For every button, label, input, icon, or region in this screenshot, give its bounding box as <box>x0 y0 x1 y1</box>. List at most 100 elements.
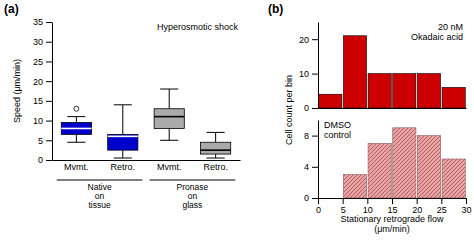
whisker <box>122 150 123 158</box>
tick: 25 <box>437 198 447 215</box>
chart: 0 5 10 15 20 25 30 35 Mvmt. Retro. Mvmt. Retro. Nati… <box>0 0 474 249</box>
tick: 30 <box>461 198 471 215</box>
tick: Mvmt. <box>157 160 182 172</box>
tick: 0 <box>316 198 321 215</box>
panel-label: (a) <box>4 2 19 16</box>
tick: 20 <box>299 35 318 45</box>
group-line <box>57 180 143 181</box>
tick-mark <box>312 167 318 168</box>
tick: 10 <box>33 116 52 126</box>
tick: 5 <box>38 136 52 146</box>
tick: 8 <box>304 131 318 141</box>
tick-label: 30 <box>461 205 471 215</box>
tick-label: 15 <box>33 96 43 106</box>
tick: 0 <box>304 193 318 203</box>
text-line: Stationary retrograde flow <box>340 214 444 224</box>
axis-line <box>318 121 319 199</box>
plot-area <box>343 128 465 198</box>
bar <box>343 175 366 198</box>
tick-mark <box>46 121 52 122</box>
axis-line <box>319 108 467 109</box>
tick: 15 <box>387 198 397 215</box>
tick-mark <box>417 198 418 204</box>
bar <box>417 136 440 198</box>
tick-label: 35 <box>33 17 43 27</box>
tick-label: 0 <box>316 205 321 215</box>
tick-mark <box>318 198 319 204</box>
tick: 5 <box>341 198 346 215</box>
tick: Mvmt. <box>64 160 89 172</box>
whisker-cap <box>67 142 85 143</box>
tick: 0 <box>304 103 318 113</box>
text-line: DMSO <box>324 120 351 130</box>
axis-line <box>53 160 241 161</box>
tick-label: 4 <box>304 162 309 172</box>
box-body <box>201 142 231 154</box>
tick-mark <box>46 140 52 141</box>
tick: 15 <box>33 96 52 106</box>
axis: Mvmt. Retro. Mvmt. Retro. <box>53 160 241 172</box>
tick-label: 8 <box>304 131 309 141</box>
bar <box>343 36 366 108</box>
tick-label: Mvmt. <box>64 162 89 172</box>
group-label: Pronaseonglass <box>177 182 209 210</box>
panel-label: (b) <box>268 2 283 16</box>
tick-mark <box>312 74 318 75</box>
axis: 05101520253035 <box>33 17 53 165</box>
tick: 10 <box>363 198 373 215</box>
group-label: Nativeontissue <box>88 182 112 210</box>
median <box>61 128 91 130</box>
bar <box>319 198 342 199</box>
tick: 25 <box>33 57 52 67</box>
text-line: Okadaic acid <box>411 32 463 42</box>
whisker <box>215 154 216 158</box>
tick: Retro. <box>203 160 228 172</box>
tick: 10 <box>299 69 318 79</box>
tick-label: 5 <box>38 136 43 146</box>
axis: 051015202530 <box>316 198 472 215</box>
whisker-cap <box>160 89 178 90</box>
whisker-cap <box>67 116 85 117</box>
axis: 0 4 8 <box>304 121 319 204</box>
tick-label: 10 <box>299 69 309 79</box>
bar <box>393 128 416 198</box>
box-body <box>61 123 91 135</box>
tick-mark <box>367 198 368 204</box>
tick: 35 <box>33 17 52 27</box>
whisker <box>122 105 123 135</box>
tick-label: Retro. <box>111 162 136 172</box>
whisker <box>215 132 216 142</box>
box <box>61 106 91 142</box>
whisker-cap <box>160 140 178 141</box>
box <box>201 132 231 158</box>
whisker <box>76 117 77 123</box>
box-body <box>108 134 138 150</box>
tick-label: 20 <box>33 77 43 87</box>
tick-mark <box>46 61 52 62</box>
median <box>201 149 231 151</box>
bar <box>417 74 440 108</box>
bar <box>368 143 391 198</box>
tick-mark <box>312 39 318 40</box>
axis-line <box>52 23 53 161</box>
tick-label: 0 <box>304 103 309 113</box>
axis-title: Speed (μm/min) <box>12 59 22 123</box>
tick-mark <box>46 101 52 102</box>
outlier <box>74 106 79 111</box>
tick-label: Retro. <box>203 162 228 172</box>
tick: 0 <box>38 155 52 165</box>
box <box>108 105 138 158</box>
tick-mark <box>312 136 318 137</box>
whisker <box>169 89 170 109</box>
tick-mark <box>46 22 52 23</box>
whisker-cap <box>114 158 132 159</box>
tick-mark <box>312 198 318 199</box>
whisker-cap <box>207 132 225 133</box>
box <box>154 89 184 140</box>
tick: Retro. <box>111 160 136 172</box>
tick-label: 0 <box>38 155 43 165</box>
tick-label: 10 <box>33 116 43 126</box>
text-line: 20 nM <box>438 22 463 32</box>
median <box>108 136 138 138</box>
title: 20 nMOkadaic acid <box>411 22 463 42</box>
